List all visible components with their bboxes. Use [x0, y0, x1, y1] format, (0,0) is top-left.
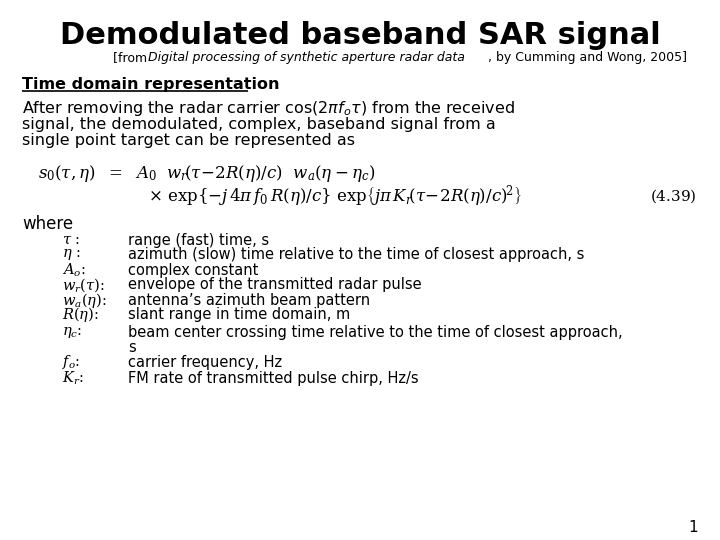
Text: range (fast) time, s: range (fast) time, s [128, 233, 269, 247]
Text: $A_o$:: $A_o$: [62, 261, 86, 279]
Text: $(4.39)$: $(4.39)$ [650, 187, 697, 205]
Text: After removing the radar carrier $\cos(2\pi f_o\tau)$ from the received: After removing the radar carrier $\cos(2… [22, 98, 515, 118]
Text: antenna’s azimuth beam pattern: antenna’s azimuth beam pattern [128, 293, 370, 307]
Text: carrier frequency, Hz: carrier frequency, Hz [128, 354, 282, 369]
Text: complex constant: complex constant [128, 262, 258, 278]
Text: azimuth (slow) time relative to the time of closest approach, s: azimuth (slow) time relative to the time… [128, 247, 585, 262]
Text: , by Cumming and Wong, 2005]: , by Cumming and Wong, 2005] [488, 51, 687, 64]
Text: $\eta$ :: $\eta$ : [62, 247, 81, 262]
Text: signal, the demodulated, complex, baseband signal from a: signal, the demodulated, complex, baseba… [22, 118, 496, 132]
Text: $w_r(\tau )$:: $w_r(\tau )$: [62, 276, 104, 294]
Text: $f_o$:: $f_o$: [62, 353, 80, 371]
Text: $K_r$:: $K_r$: [62, 369, 84, 387]
Text: envelope of the transmitted radar pulse: envelope of the transmitted radar pulse [128, 278, 422, 293]
Text: s: s [128, 340, 136, 354]
Text: 1: 1 [688, 521, 698, 536]
Text: [from: [from [113, 51, 151, 64]
Text: $\times\ \exp\!\left\{-j\,4\pi\,f_0\,R(\eta)/c\right\}\ \exp\!\left\{j\pi\,K_r\!: $\times\ \exp\!\left\{-j\,4\pi\,f_0\,R(\… [148, 183, 521, 209]
Text: Demodulated baseband SAR signal: Demodulated baseband SAR signal [60, 21, 660, 50]
Text: FM rate of transmitted pulse chirp, Hz/s: FM rate of transmitted pulse chirp, Hz/s [128, 370, 418, 386]
Text: Time domain representation: Time domain representation [22, 78, 279, 92]
Text: beam center crossing time relative to the time of closest approach,: beam center crossing time relative to th… [128, 326, 623, 341]
Text: $\eta_c$:: $\eta_c$: [62, 326, 82, 341]
Text: $R(\eta )$:: $R(\eta )$: [62, 306, 99, 325]
Text: $\tau$ :: $\tau$ : [62, 233, 80, 247]
Text: single point target can be represented as: single point target can be represented a… [22, 133, 355, 148]
Text: slant range in time domain, m: slant range in time domain, m [128, 307, 350, 322]
Text: where: where [22, 215, 73, 233]
Text: $s_0(\tau,\eta)\ \ =\ \ A_0\ \ w_r\!\left(\tau\!-\!2R(\eta)/c\right)\ \ w_a(\eta: $s_0(\tau,\eta)\ \ =\ \ A_0\ \ w_r\!\lef… [38, 164, 375, 185]
Text: Digital processing of synthetic aperture radar data: Digital processing of synthetic aperture… [148, 51, 465, 64]
Text: $w_a(\eta )$:: $w_a(\eta )$: [62, 291, 107, 309]
